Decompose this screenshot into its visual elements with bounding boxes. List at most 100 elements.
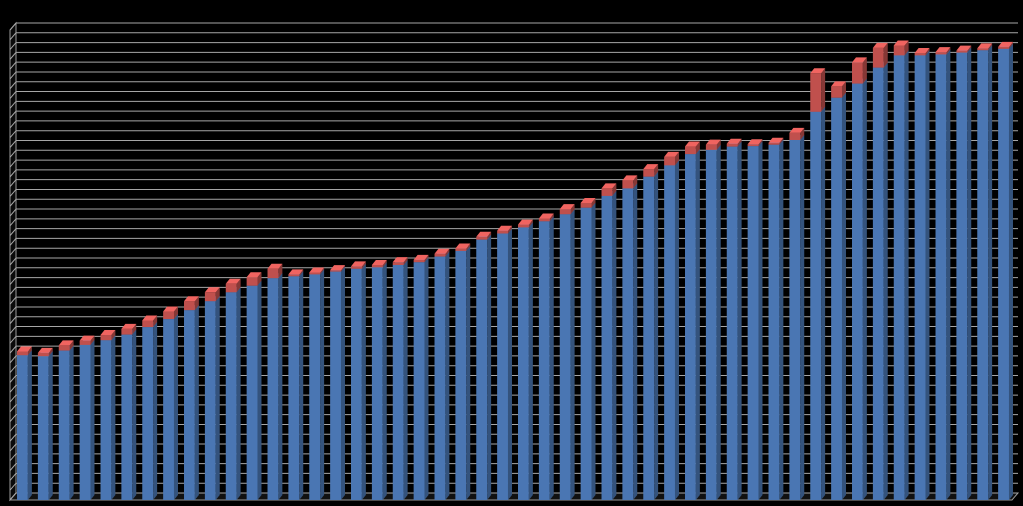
bar-side xyxy=(549,216,554,501)
bar-2-series-2 xyxy=(37,347,53,357)
bar-side xyxy=(925,50,930,500)
bar-front xyxy=(267,278,279,500)
bar-27-series-2 xyxy=(559,204,575,215)
bar-front xyxy=(914,55,926,500)
bar-front xyxy=(267,268,279,279)
bar-front xyxy=(79,340,91,345)
bar-top xyxy=(246,272,262,278)
bar-18-series-1 xyxy=(371,262,387,500)
bar-26-series-1 xyxy=(538,216,554,501)
bar-side xyxy=(988,45,993,501)
gridline xyxy=(9,130,1018,139)
bar-side xyxy=(173,314,178,500)
bar-7-series-2 xyxy=(142,315,158,328)
bar-side xyxy=(841,81,846,98)
gridline xyxy=(9,110,1018,119)
bar-side xyxy=(654,164,659,177)
gridline xyxy=(9,22,1018,31)
bar-side xyxy=(570,204,575,215)
bar-side xyxy=(361,261,366,269)
bar-32-series-1 xyxy=(664,160,679,501)
bar-side xyxy=(487,234,492,500)
bar-27-series-1 xyxy=(559,209,575,501)
bar-16-series-2 xyxy=(330,265,345,272)
bar-side xyxy=(48,351,53,500)
bar-13-series-2 xyxy=(267,263,283,279)
bar-front xyxy=(351,268,362,500)
bar-top xyxy=(622,175,638,181)
bar-front xyxy=(142,327,154,500)
bar-side xyxy=(716,139,721,150)
bar-30-series-1 xyxy=(622,183,638,500)
bar-front xyxy=(768,144,780,500)
bar-45-series-2 xyxy=(935,47,951,55)
bar-top xyxy=(956,45,972,51)
bar-front xyxy=(685,154,696,500)
bar-3-series-2 xyxy=(58,340,74,351)
bar-side xyxy=(194,296,199,311)
gridline xyxy=(9,492,1018,501)
bar-front xyxy=(100,340,112,500)
bar-side xyxy=(90,339,95,500)
bar-top xyxy=(852,57,867,63)
bar-48-series-1 xyxy=(998,43,1013,501)
bar-top xyxy=(726,138,742,144)
gridline xyxy=(9,384,1018,393)
bar-32-series-2 xyxy=(664,151,679,166)
bar-front xyxy=(455,250,467,500)
gridline xyxy=(9,316,1018,325)
bar-side xyxy=(153,315,158,328)
bar-36-series-1 xyxy=(747,141,763,500)
bar-top xyxy=(371,260,387,265)
bar-front xyxy=(622,180,634,189)
bar-front xyxy=(17,355,28,500)
bar-side xyxy=(654,171,659,500)
bar-side xyxy=(69,345,74,500)
gridline xyxy=(9,257,1018,266)
bar-side xyxy=(612,183,617,196)
bar-side xyxy=(695,141,700,155)
bar-35-series-1 xyxy=(726,141,742,500)
bar-side xyxy=(883,62,888,500)
bar-34-series-2 xyxy=(705,139,721,150)
bar-top xyxy=(79,335,95,341)
bar-17-series-1 xyxy=(351,263,366,500)
bar-side xyxy=(111,335,116,500)
bar-top xyxy=(142,315,158,321)
bar-side xyxy=(821,68,826,112)
bar-top xyxy=(872,42,888,48)
bar-23-series-2 xyxy=(476,231,492,240)
bar-18-series-2 xyxy=(371,260,387,268)
bar-side xyxy=(674,151,679,166)
bar-front xyxy=(789,139,801,501)
bar-side xyxy=(69,340,74,351)
bar-side xyxy=(800,127,805,140)
gridline xyxy=(9,71,1018,80)
bar-top xyxy=(559,204,575,210)
bar-top xyxy=(225,278,241,284)
bar-front xyxy=(371,267,383,500)
bar-front xyxy=(476,239,488,500)
bar-side xyxy=(466,245,471,500)
bar-front xyxy=(998,46,1009,49)
bar-43-series-2 xyxy=(893,40,909,56)
bar-side xyxy=(821,106,826,500)
bar-side xyxy=(507,228,512,500)
gridline xyxy=(9,463,1018,471)
bar-14-series-1 xyxy=(288,271,304,500)
bar-front xyxy=(476,236,488,240)
bar-top xyxy=(413,254,429,260)
bar-front xyxy=(288,274,300,277)
bar-front xyxy=(852,83,863,500)
gridline xyxy=(9,42,1018,50)
gridlines xyxy=(9,22,1018,501)
bar-43-series-1 xyxy=(893,50,909,500)
bar-side xyxy=(382,260,387,268)
bar-front xyxy=(497,233,508,500)
bar-9-series-1 xyxy=(184,305,199,500)
bar-side xyxy=(862,78,867,500)
bar-side xyxy=(257,272,262,286)
bar-side xyxy=(946,49,951,500)
bar-front xyxy=(559,209,571,215)
